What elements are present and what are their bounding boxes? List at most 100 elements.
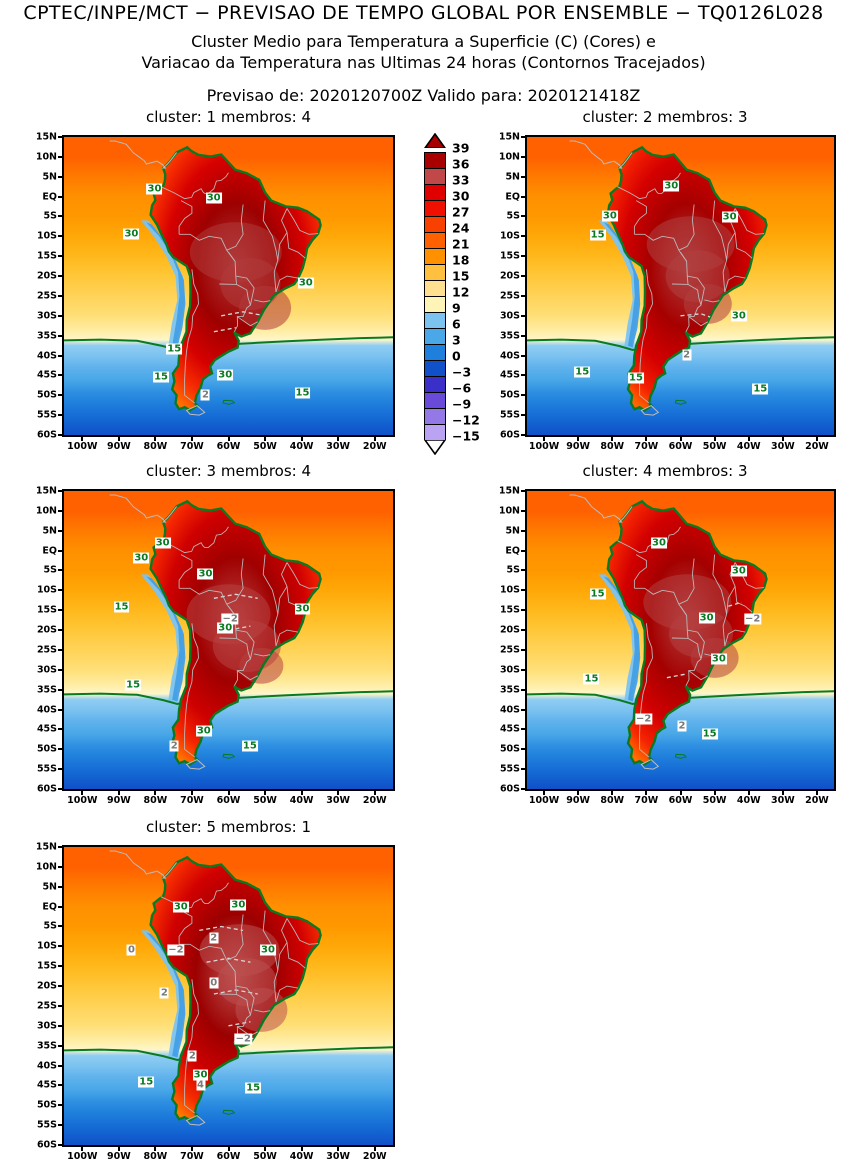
y-axis-tick: [58, 1144, 63, 1146]
y-axis-tick: [58, 1104, 63, 1107]
x-axis-tick: [373, 1146, 376, 1151]
contour-label: 30: [230, 899, 247, 911]
y-axis-label: EQ: [42, 901, 57, 913]
y-axis-tick: [521, 136, 526, 138]
x-axis-label: 70W: [180, 795, 204, 806]
contour-label: 30: [297, 277, 314, 289]
y-axis-label: 10S: [36, 940, 57, 952]
colorbar-band: [424, 184, 446, 200]
y-axis-label: 55S: [36, 1119, 57, 1131]
y-axis-tick: [521, 728, 526, 731]
y-axis-tick: [521, 175, 526, 178]
y-axis-label: 20S: [499, 270, 520, 282]
map-area-5[interactable]: 30 30 2 0 −2 30 0 2 −2 2 30 4 15 15: [62, 845, 395, 1147]
y-axis-label: 5N: [505, 525, 520, 537]
contour-label: 30: [730, 565, 747, 577]
y-axis-label: EQ: [42, 545, 57, 557]
x-axis-tick: [543, 790, 546, 795]
x-axis-label: 90W: [566, 795, 591, 806]
x-axis-label: 50W: [702, 795, 727, 806]
colorbar-tick-label: 6: [452, 316, 461, 332]
y-axis-tick: [521, 334, 526, 337]
panel-title-1: cluster: 1 membros: 4: [145, 108, 312, 126]
contour-label: 30: [294, 603, 311, 615]
contour-label: 30: [123, 228, 140, 240]
y-axis-tick: [58, 925, 63, 928]
y-axis-tick: [521, 629, 526, 632]
x-axis-tick: [190, 1146, 193, 1151]
y-axis-tick: [58, 708, 63, 711]
x-axis-label: 30W: [770, 441, 795, 452]
x-axis-tick: [645, 790, 648, 795]
y-axis-tick: [521, 414, 526, 417]
contour-label: 30: [146, 183, 163, 195]
map-area-2[interactable]: 30 30 30 15 30 2 15 15 15: [525, 135, 836, 437]
y-axis-tick: [58, 589, 63, 592]
x-axis-label: 20W: [805, 441, 829, 452]
x-axis-label: 30W: [326, 795, 351, 806]
y-axis-tick: [58, 195, 63, 198]
y-axis-tick: [58, 1004, 63, 1007]
x-axis-tick: [747, 436, 750, 441]
x-axis-tick: [645, 436, 648, 441]
x-axis-tick: [543, 436, 546, 441]
y-axis-label: 5S: [43, 210, 57, 222]
colorbar-band: [424, 424, 446, 440]
y-axis-label: 15N: [35, 841, 57, 853]
contour-label: 15: [628, 372, 644, 384]
y-axis-label: 35S: [36, 330, 57, 342]
y-axis-label: 55S: [499, 763, 520, 775]
y-axis-tick: [58, 1084, 63, 1087]
x-axis-label: 90W: [106, 441, 131, 452]
y-axis-label: 35S: [36, 684, 57, 696]
x-axis-label: 40W: [289, 795, 314, 806]
x-axis-tick: [679, 436, 682, 441]
y-axis-tick: [521, 589, 526, 592]
contour-label: 30: [663, 180, 680, 192]
y-axis-tick: [521, 294, 526, 297]
y-axis-tick: [58, 945, 63, 948]
y-axis-label: 50S: [36, 1099, 57, 1111]
y-axis-label: EQ: [505, 191, 520, 203]
y-axis-label: 45S: [36, 369, 57, 381]
contour-label: 30: [192, 1069, 209, 1081]
x-axis-tick: [781, 436, 784, 441]
y-axis-tick: [58, 846, 63, 848]
map-area-4[interactable]: 30 30 15 30 −2 30 15 −2 2 15: [525, 489, 836, 791]
y-axis-label: 40S: [36, 704, 57, 716]
map-area-1[interactable]: 30 30 30 30 15 30 15 2 15: [62, 135, 395, 437]
x-axis-tick: [373, 436, 376, 441]
y-axis-tick: [58, 334, 63, 337]
y-axis-tick: [58, 215, 63, 218]
y-axis-label: 55S: [36, 763, 57, 775]
y-axis-label: EQ: [42, 191, 57, 203]
contour-label: 2: [209, 932, 219, 944]
y-axis-tick: [58, 1024, 63, 1027]
y-axis-label: 60S: [499, 783, 520, 795]
y-axis-label: 35S: [499, 330, 520, 342]
forecast-run-line: Previsao de: 2020120700Z Valido para: 20…: [206, 86, 641, 105]
y-axis-tick: [521, 668, 526, 671]
y-axis-label: 10S: [499, 230, 520, 242]
y-axis-tick: [521, 609, 526, 612]
y-axis-tick: [521, 708, 526, 711]
y-axis-tick: [521, 490, 526, 492]
contour-label: −2: [634, 713, 653, 725]
panel-title-3: cluster: 3 membros: 4: [145, 462, 312, 480]
x-axis-tick: [264, 1146, 267, 1151]
contour-label: 2: [200, 389, 210, 401]
x-axis-tick: [300, 790, 303, 795]
x-axis-tick: [81, 1146, 84, 1151]
x-axis-label: 80W: [600, 441, 625, 452]
y-axis-tick: [521, 509, 526, 512]
contour-label: 15: [589, 588, 606, 600]
colorbar-tick-label: −12: [452, 412, 480, 428]
y-axis-tick: [521, 768, 526, 771]
y-axis-tick: [58, 294, 63, 297]
map-area-3[interactable]: 30 30 30 15 30 −2 30 15 30 2 15: [62, 489, 395, 791]
colorbar-band: [424, 344, 446, 360]
contour-label: 30: [710, 653, 727, 665]
x-axis-tick: [337, 790, 340, 795]
y-axis-tick: [58, 314, 63, 317]
contour-label: 2: [187, 1050, 197, 1062]
